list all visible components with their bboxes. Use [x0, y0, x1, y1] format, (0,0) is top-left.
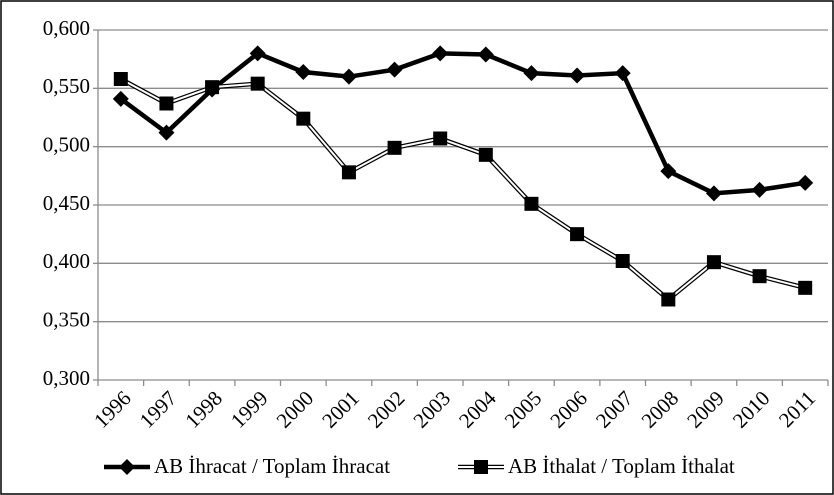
marker [295, 64, 312, 80]
marker [432, 45, 449, 62]
marker [158, 124, 175, 141]
marker [797, 174, 814, 191]
y-tick-label: 0,300 [43, 366, 90, 390]
line [120, 78, 806, 301]
y-tick-label: 0,450 [43, 191, 90, 215]
marker [340, 68, 357, 85]
y-tick-label: 0,550 [43, 74, 90, 98]
marker [341, 165, 356, 180]
marker [660, 163, 677, 180]
marker [250, 76, 265, 91]
y-tick-label: 0,350 [43, 307, 90, 331]
marker [249, 45, 266, 62]
line [119, 50, 806, 196]
marker [523, 65, 540, 82]
y-tick-label: 0,600 [43, 16, 90, 40]
marker [205, 80, 220, 95]
marker [614, 65, 631, 82]
marker [478, 147, 493, 162]
marker [477, 46, 494, 63]
y-tick-label: 0,400 [43, 249, 90, 273]
marker [752, 269, 767, 284]
marker [296, 111, 311, 126]
marker [615, 254, 630, 268]
marker [524, 196, 539, 211]
marker [387, 140, 402, 155]
y-tick-label: 0,500 [43, 132, 90, 156]
marker [705, 185, 722, 202]
legend-marker [119, 459, 135, 475]
marker [569, 67, 586, 84]
marker [751, 181, 768, 198]
marker [159, 96, 174, 111]
marker [386, 61, 403, 78]
marker [798, 280, 813, 295]
marker [433, 131, 448, 146]
legend-label: AB İhracat / Toplam İhracat [154, 454, 390, 478]
marker [113, 72, 128, 86]
marker [112, 90, 129, 107]
marker [706, 255, 721, 270]
legend-marker [474, 460, 488, 474]
marker [570, 227, 585, 242]
legend-label: AB İthalat / Toplam İthalat [508, 454, 735, 478]
marker [661, 292, 676, 307]
